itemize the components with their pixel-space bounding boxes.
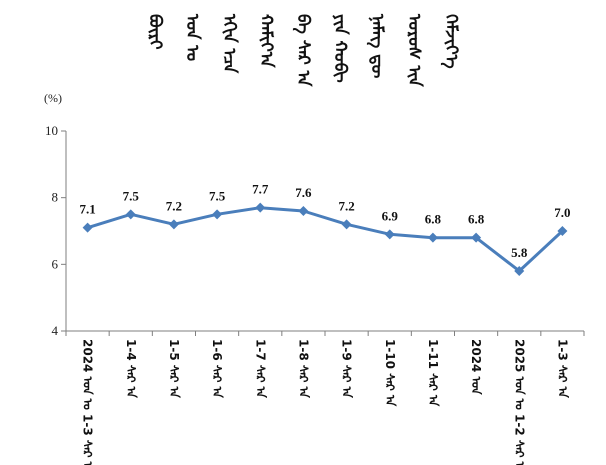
data-point (168, 219, 179, 230)
data-label: 7.6 (295, 185, 312, 200)
x-category-label: 1-9 ᠰᠠᠷ ᠠ (340, 339, 354, 399)
y-tick-label: 10 (45, 123, 58, 138)
x-category-label: 1-3 ᠰᠠᠷ ᠠ (555, 339, 569, 399)
x-category-label: 1-5 ᠰᠠᠷ ᠠ (167, 339, 181, 399)
data-label: 6.8 (425, 212, 442, 227)
y-tick-label: 8 (52, 190, 59, 205)
x-category-label: 1-6 ᠰᠠᠷ ᠠ (210, 339, 224, 399)
data-point (212, 209, 223, 220)
data-point (82, 222, 93, 233)
x-category-label: 2024 ᠣᠨ ᠤ 1-3 ᠰᠠᠷ ᠠ (81, 339, 95, 465)
y-axis-ticks: 4 6 8 10 (45, 123, 66, 338)
data-label: 7.2 (338, 198, 354, 213)
data-label: 7.1 (79, 202, 95, 217)
chart-title-line: ᠬᠠᠮᠢᠶ᠎ᠠ (256, 14, 276, 69)
x-category-label: 2025 ᠣᠨ ᠤ 1-2 ᠰᠠᠷ ᠠ (512, 339, 526, 465)
chart-title-line: ᠪᠠ ᠰᠠᠷ ᠠ (293, 14, 313, 88)
data-point (427, 232, 438, 243)
data-point (471, 232, 482, 243)
data-point (298, 206, 309, 216)
chart-title-line: ᠬᠡᠮᠵᠢᠶ᠎ᠡ (441, 14, 461, 69)
data-point (341, 219, 352, 230)
x-category-label: 1-4 ᠰᠠᠷ ᠠ (124, 339, 138, 399)
x-axis-labels: 2024 ᠣᠨ ᠤ 1-3 ᠰᠠᠷ ᠠ 1-4 ᠰᠠᠷ ᠠ 1-5 ᠰᠠᠷ ᠠ 1-6… (81, 339, 570, 465)
x-category-label: 1-7 ᠰᠠᠷ ᠠ (253, 339, 267, 399)
data-label: 7.7 (252, 182, 269, 197)
data-label: 5.8 (511, 245, 528, 260)
data-point (557, 226, 568, 236)
x-category-label: 2024 ᠣᠨ (469, 339, 483, 395)
data-point (255, 202, 266, 213)
chart-title-line: ᠨᠡᠮᠡᠭ ᠳᠦ (366, 13, 387, 79)
data-label: 7.2 (166, 198, 182, 213)
data-point (514, 266, 525, 276)
y-axis-unit: (%) (44, 91, 62, 105)
data-point (125, 209, 136, 220)
data-labels: 7.1 7.5 7.2 7.5 7.7 7.6 7.2 6.9 6.8 6.8 5.8 7.0 (79, 182, 570, 260)
data-label: 7.5 (209, 188, 226, 203)
y-tick-label: 6 (52, 256, 59, 271)
chart-title-line: ᠶᠢᠨ ᠬᠤᠪᠢ (330, 14, 350, 83)
chart-title-line: ᠣᠨ ᠤ (182, 13, 202, 61)
x-category-label: 1-10 ᠰᠠᠷ ᠠ (383, 339, 397, 407)
x-category-label: 1-8 ᠰᠠᠷ ᠠ (296, 339, 310, 399)
data-label: 6.8 (468, 212, 485, 227)
y-tick-label: 4 (52, 323, 59, 338)
chart-title: ᠪᠦᠷᠢ ᠣᠨ ᠤ ᠡᠬᠢᠨ ᠡᠴᠡ ᠬᠠᠮᠢᠶ᠎ᠠ ᠪᠠ ᠰᠠᠷ ᠠ ᠶᠢᠨ ᠬᠤᠪᠢ ᠨ… (145, 13, 461, 88)
chart-title-line: ᠪᠦᠷᠢ (145, 14, 165, 50)
chart-title-line: ᠡᠬᠢᠨ ᠡᠴᠡ (219, 13, 239, 74)
series-line (87, 206, 564, 273)
series-markers (82, 202, 568, 276)
chart-title-line: ᠤᠷᠤᠰ ᠢᠨ (404, 13, 424, 87)
data-label: 7.0 (554, 205, 570, 220)
data-label: 6.9 (382, 208, 399, 223)
data-point (384, 229, 395, 240)
x-category-label: 1-11 ᠰᠠᠷ ᠠ (426, 339, 440, 407)
data-label: 7.5 (123, 188, 140, 203)
x-axis-ticks (65, 331, 585, 336)
